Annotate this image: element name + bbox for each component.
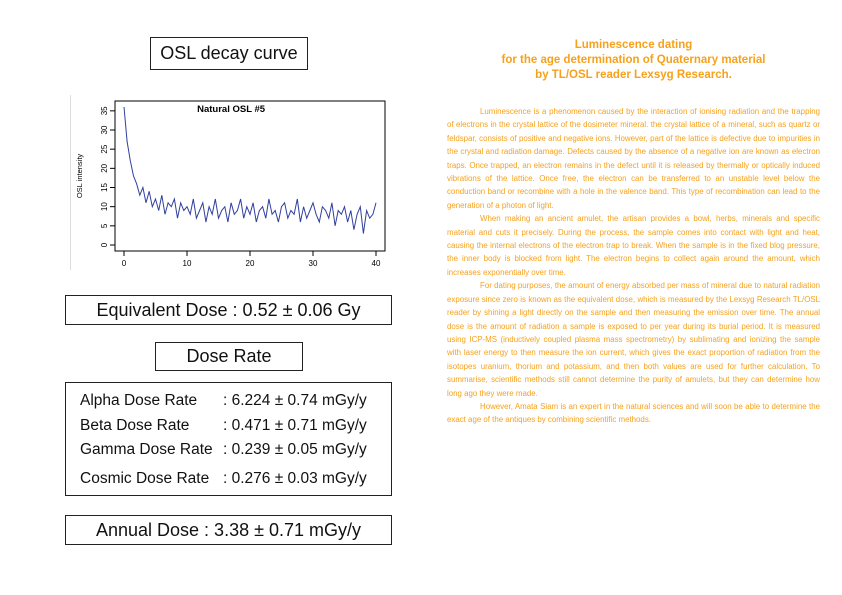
plot-frame [114,100,386,252]
x-tick-label: 10 [183,259,192,268]
article-title-line: Luminescence dating [574,39,693,51]
dose-rate-row-alpha: Alpha Dose Rate : 6.224 ± 0.74 mGy/y [80,389,391,414]
y-tick-label: 15 [100,183,109,192]
dose-rates-table: Alpha Dose Rate : 6.224 ± 0.74 mGy/y Bet… [65,382,392,496]
dose-rate-value: : 0.471 ± 0.71 mGy/y [223,416,367,434]
plot-layer: 0 10 20 30 40 0 5 10 15 20 25 30 35 OSL intensity Natu… [75,100,386,268]
x-tick-label: 0 [122,259,127,268]
article-title-line: for the age determination of Quaternary … [501,54,766,66]
chart-title: Natural OSL #5 [197,104,266,115]
osl-series-line [123,106,377,234]
x-tick-label: 20 [246,259,255,268]
dose-rate-row-gamma: Gamma Dose Rate : 0.239 ± 0.05 mGy/y [80,438,391,463]
x-tick-label: 40 [372,259,381,268]
dose-rate-label: Beta Dose Rate [80,416,190,434]
article: Luminescence dating for the age determin… [447,38,820,427]
osl-decay-curve-title: OSL decay curve [150,37,308,70]
dose-rate-label: Cosmic Dose Rate [80,469,210,487]
y-tick-label: 20 [100,163,109,172]
y-tick-label: 30 [100,125,109,134]
article-paragraph: However, Amata Siam is an expert in the … [447,401,820,425]
osl-chart: 0 10 20 30 40 0 5 10 15 20 25 30 35 OSL intensity Natu… [70,95,390,270]
article-paragraph: For dating purposes, the amount of energ… [447,281,820,398]
x-tick-label: 30 [309,259,318,268]
y-axis-label: OSL intensity [75,154,84,199]
article-title-line: by TL/OSL reader Lexsyg Research. [535,69,732,81]
dose-rate-row-beta: Beta Dose Rate : 0.471 ± 0.71 mGy/y [80,414,391,439]
dose-rate-value: : 0.276 ± 0.03 mGy/y [223,469,367,487]
annual-dose: Annual Dose : 3.38 ± 0.71 mGy/y [65,515,392,545]
dose-rate-label: Gamma Dose Rate [80,441,213,459]
equivalent-dose: Equivalent Dose : 0.52 ± 0.06 Gy [65,295,392,325]
y-tick-label: 10 [100,202,109,211]
y-tick-label: 5 [100,223,109,228]
dose-rate-title: Dose Rate [155,342,303,371]
y-tick-label: 0 [100,242,109,247]
y-tick-label: 25 [100,144,109,153]
article-title: Luminescence dating for the age determin… [447,38,820,83]
dose-rate-value: : 0.239 ± 0.05 mGy/y [223,441,367,459]
dose-rate-row-cosmic: Cosmic Dose Rate : 0.276 ± 0.03 mGy/y [80,467,391,492]
dose-rate-label: Alpha Dose Rate [80,392,198,410]
y-tick-label: 35 [100,106,109,115]
article-paragraph: When making an ancient amulet, the artis… [447,214,820,277]
osl-chart-svg: 0 10 20 30 40 0 5 10 15 20 25 30 35 OSL intensity Natu… [75,100,386,268]
article-paragraph: Luminescence is a phenomenon caused by t… [447,107,820,210]
dose-rate-value: : 6.224 ± 0.74 mGy/y [223,392,367,410]
